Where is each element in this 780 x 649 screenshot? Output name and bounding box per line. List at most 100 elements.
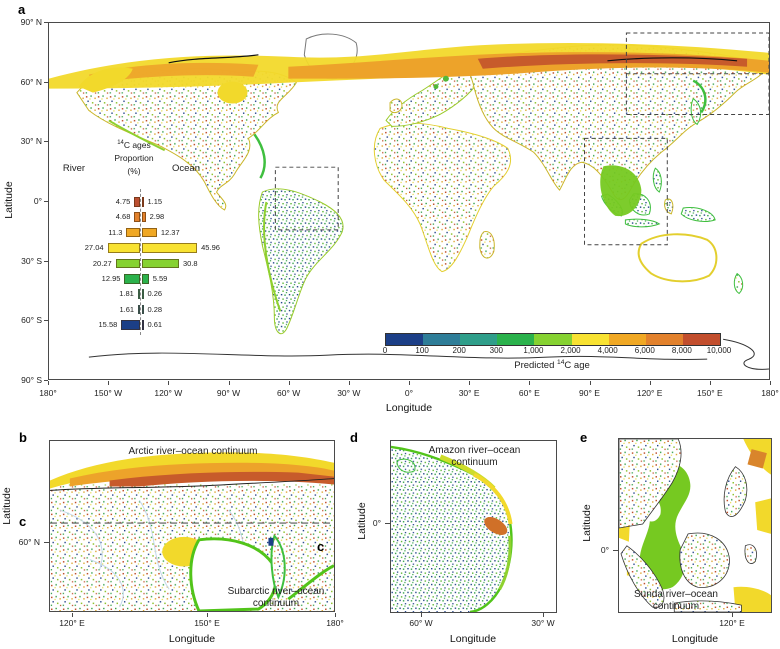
panel-a-xlabel: Longitude [385, 402, 433, 414]
colorbar-tick-label: 300 [489, 346, 503, 355]
panel-a-xtick-mark [48, 381, 49, 385]
amazon-mouth-orange-patch [484, 517, 508, 535]
panel-b-label: b [19, 430, 27, 445]
panel-b-xtick-label: 120° E [59, 618, 85, 628]
japan-landmass [690, 97, 702, 126]
panel-a-xtick-mark [709, 381, 711, 385]
world-map-svg [49, 32, 769, 370]
panel-a-xtick-label: 120° E [636, 388, 663, 398]
sunda-shelf-green-patch [600, 165, 642, 217]
subarctic-coast-green [287, 564, 334, 601]
panel-e-ylabel: Latitude [581, 504, 593, 542]
arctic-sea-dark-core [109, 471, 334, 487]
colorbar-segment [497, 334, 535, 345]
continents [76, 33, 766, 335]
subpanel-extent-boxes [274, 32, 769, 246]
na-east-coast-green [253, 133, 266, 179]
panel-a-xtick-mark [589, 381, 591, 385]
panel-a-xtick-label: 180° [761, 388, 779, 398]
panel-a-xtick-label: 30° E [458, 388, 480, 398]
sumatra-land [620, 545, 665, 608]
colorbar-tick-label: 10,000 [706, 346, 732, 355]
panel-b-xtick-label: 180° [326, 618, 344, 628]
panel-d-xtick-label: 60° W [409, 618, 433, 628]
alaska-yellow-patch [78, 67, 133, 93]
panel-c-label: c [19, 514, 27, 529]
arctic-black-coastlines [168, 54, 738, 64]
new-guinea-landmass [680, 207, 716, 222]
panel-d-xtick-mark [543, 613, 544, 617]
panel-a-xtick-mark [348, 381, 350, 385]
panel-d-ytick-mark [385, 523, 390, 524]
sulawesi-land [744, 544, 757, 564]
colorbar-segment [460, 334, 498, 345]
colorbar-segment [608, 334, 646, 345]
uk-landmass [389, 98, 403, 114]
colorbar-strip [385, 333, 721, 346]
panel-b-xtick-mark [207, 613, 208, 617]
panel-a-xtick-label: 60° E [518, 388, 540, 398]
predicted-c14-colorbar: 0 100 200 300 1,000 2,000 4,000 6,000 8,000 10,00… [383, 333, 731, 379]
arctic-coastline [50, 478, 334, 491]
guiana-coast-islands [396, 458, 416, 473]
panel-d-label: d [350, 430, 358, 445]
panel-e-ytick-label: 0° [600, 545, 609, 555]
colorbar-tick-label: 100 [415, 346, 429, 355]
borneo-land [679, 532, 730, 588]
panel-a-xtick-label: 150° W [94, 388, 123, 398]
panel-b-ytick-mark [44, 542, 49, 543]
new-zealand-landmass [733, 272, 744, 295]
panel-a-xtick-mark [108, 381, 110, 385]
panel-a-xtick-label: 180° [39, 388, 57, 398]
panel-a-ytick-label: 90° S [21, 375, 42, 385]
sunda-islands [619, 439, 757, 612]
panel-d-ytick-label: 0° [372, 518, 381, 528]
hudson-bay-yellow-patch [217, 81, 248, 104]
panel-a-xtick-label: 90° E [579, 388, 600, 398]
colorbar-tick-label: 6,000 [634, 346, 655, 355]
panel-a-ytick-mark [44, 260, 48, 262]
indochina-land [619, 439, 682, 529]
colorbar-segment [534, 334, 572, 345]
panel-a-xtick-mark [409, 381, 410, 385]
panel-a-ytick-label: 30° S [21, 255, 42, 266]
panel-c-inner-label: c [317, 539, 325, 554]
panel-e-sunda-map: Sunda river–ocean continuum [618, 438, 772, 613]
panel-a-xtick-mark [168, 381, 170, 385]
panel-bc-xlabel: Longitude [168, 633, 216, 645]
panel-b-ytick-label: 60° N [18, 537, 40, 547]
panel-a-ytick-label: 60° N [20, 76, 42, 87]
arctic-sea-yellow-band [50, 452, 334, 489]
panel-a-label: a [18, 2, 26, 17]
java-landmass [624, 218, 661, 228]
orange-dab-luzon [747, 449, 767, 469]
sunda-map-svg [619, 439, 771, 612]
panel-a-ytick-mark [44, 380, 48, 381]
panel-e-xtick-label: 120° E [719, 618, 745, 628]
panel-a-ytick-label: 0° [33, 196, 42, 206]
south-america-land [391, 446, 512, 612]
panel-a-world-map: 14C ages Proportion (%) River Ocean 4.75… [48, 22, 770, 380]
africa-landmass [373, 122, 512, 273]
panel-d-xlabel: Longitude [449, 633, 497, 645]
panel-b-xtick-mark [72, 613, 73, 617]
panel-e-label: e [580, 430, 588, 445]
panel-a-xtick-label: 90° W [216, 388, 241, 398]
arctic-map-svg [50, 452, 334, 611]
panel-a-ytick-mark [44, 201, 48, 202]
colorbar-tick-label: 8,000 [671, 346, 692, 355]
colorbar-tick-label: 1,000 [523, 346, 544, 355]
sulawesi-landmass [664, 198, 674, 215]
madagascar-landmass [479, 231, 495, 259]
baltic-green-dab-2 [433, 84, 439, 90]
panel-a-ytick-mark [44, 22, 48, 23]
panel-d-title: Amazon river–ocean continuum [428, 445, 521, 468]
colorbar-segment [423, 334, 461, 345]
colorbar-tick-label: 4,000 [597, 346, 618, 355]
panel-e-xtick-mark [732, 613, 733, 617]
panel-e-ytick-mark [613, 550, 618, 551]
panel-b-ylabel: Latitude [1, 487, 13, 525]
colorbar-tick-label: 200 [452, 346, 466, 355]
panel-a-xtick-mark [228, 381, 230, 385]
